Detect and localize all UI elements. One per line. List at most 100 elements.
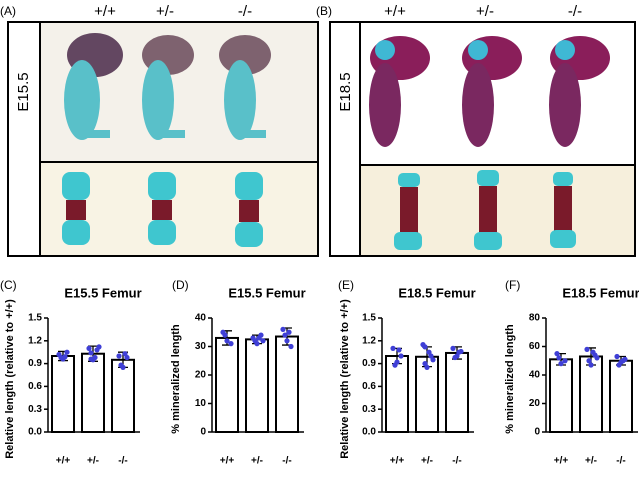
panel-a: (A) +/+ +/- -/- E15.5 [0, 3, 319, 257]
femur-drawings [62, 172, 263, 247]
data-point [282, 332, 288, 338]
y-tick-label: 10 [195, 398, 207, 409]
bar [215, 336, 239, 434]
y-tick-label: 0.9 [362, 358, 376, 369]
data-point [222, 332, 228, 338]
x-tick-label: +/- [251, 456, 263, 467]
stage-label: E18.5 [337, 72, 354, 111]
x-tick-label: -/- [282, 456, 291, 467]
x-tick-label: -/- [452, 456, 461, 467]
y-tick-label: 0.6 [28, 381, 42, 392]
y-tick-label: 0.0 [362, 427, 376, 438]
bar [579, 355, 603, 434]
data-point [620, 358, 626, 364]
y-tick-label: 1.2 [362, 335, 376, 346]
y-tick-label: 1.5 [362, 313, 376, 324]
y-tick-label: 0.3 [28, 404, 42, 415]
y-tick-label: 20 [195, 370, 207, 381]
y-tick-label: 0.9 [28, 358, 42, 369]
chart-title: E15.5 Femur [64, 285, 141, 300]
y-tick-label: 1.5 [28, 313, 42, 324]
y-axis-label: % mineralized length [170, 324, 182, 434]
y-axis-label: Relative length (relative to +/+) [4, 299, 16, 459]
data-point [594, 355, 600, 361]
y-tick-label: 30 [195, 341, 207, 352]
genotype-label: -/- [238, 3, 252, 20]
data-point [96, 344, 102, 350]
data-point [556, 355, 562, 361]
data-point [392, 362, 398, 368]
data-point [88, 356, 94, 362]
data-point [288, 343, 294, 350]
data-point [396, 347, 402, 353]
genotype-label: +/+ [94, 3, 116, 20]
y-tick-label: 0.6 [362, 381, 376, 392]
data-point [562, 358, 568, 364]
data-point [426, 349, 432, 355]
y-tick-label: 40 [195, 313, 207, 324]
data-point [122, 351, 128, 357]
charts: (C) E15.5 Femur Relative length (relative … [0, 278, 639, 466]
x-tick-label: +/+ [56, 456, 71, 467]
bar [385, 355, 409, 433]
data-point [586, 358, 592, 364]
panel-label: (D) [172, 278, 189, 292]
chart-title: E18.5 Femur [398, 285, 475, 300]
data-point [452, 354, 458, 361]
data-point [92, 354, 98, 361]
data-point [116, 353, 122, 359]
data-point [450, 345, 456, 351]
y-tick-label: 0.0 [28, 427, 42, 438]
chart-title: E15.5 Femur [228, 285, 305, 300]
data-point [260, 338, 266, 344]
bar [549, 358, 573, 434]
data-point [118, 362, 124, 368]
y-tick-label: 0.3 [362, 404, 376, 415]
data-point [554, 351, 560, 357]
panel-label: (C) [0, 278, 17, 292]
bar [275, 335, 299, 433]
bar [81, 352, 105, 433]
data-point [456, 349, 462, 355]
panel-b: (B) +/+ +/- -/- E18.5 [316, 3, 636, 257]
x-tick-label: +/- [87, 456, 99, 467]
bar [51, 355, 75, 433]
genotype-label: +/+ [384, 3, 406, 20]
data-point [252, 338, 258, 344]
x-tick-label: -/- [118, 456, 127, 467]
panel-label: (B) [316, 4, 332, 18]
x-tick-label: +/+ [220, 456, 235, 467]
data-point [430, 357, 436, 363]
y-tick-label: 1.2 [28, 335, 42, 346]
y-tick-label: 60 [529, 341, 541, 352]
femur-drawings [394, 170, 576, 250]
data-point [256, 335, 262, 341]
data-point [588, 362, 594, 368]
data-point [390, 345, 396, 351]
y-tick-label: 80 [529, 313, 541, 324]
y-tick-label: 40 [529, 370, 541, 381]
panel-label: (F) [505, 278, 520, 292]
bar [111, 358, 135, 433]
data-point [584, 346, 590, 352]
genotype-label: -/- [568, 3, 582, 20]
data-point [58, 354, 64, 361]
data-point [228, 341, 234, 347]
data-point [286, 329, 292, 335]
data-point [86, 345, 92, 351]
bar [609, 359, 633, 433]
data-point [558, 361, 564, 367]
data-point [590, 349, 596, 355]
genotype-label: +/- [476, 3, 494, 20]
data-point [614, 353, 620, 360]
skeleton-drawings [64, 33, 271, 140]
skeleton-drawings [369, 36, 610, 147]
y-tick-label: 0 [534, 427, 540, 438]
data-point [64, 349, 70, 355]
genotype-label: +/- [156, 3, 174, 20]
data-point [422, 344, 428, 350]
y-axis-label: % mineralized length [504, 324, 516, 434]
data-point [398, 353, 404, 359]
x-tick-label: +/+ [554, 456, 569, 467]
